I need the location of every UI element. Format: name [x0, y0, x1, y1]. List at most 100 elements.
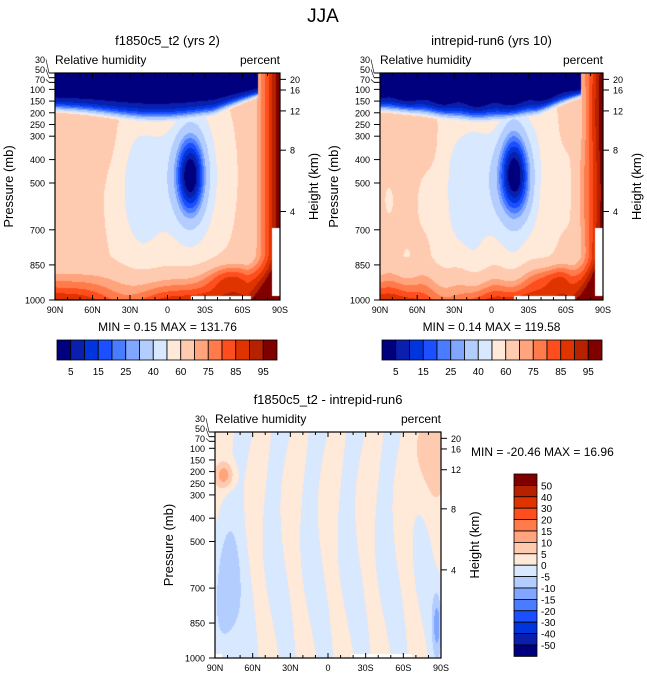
y-tick-leader: [45, 79, 50, 83]
colorbar-box: [513, 587, 538, 600]
colorbar-box: [207, 339, 223, 361]
colorbar-box: [381, 339, 397, 361]
x-tick-label: 90S: [595, 305, 611, 315]
units-label: percent: [240, 53, 281, 67]
y-tick-label: 200: [190, 467, 205, 477]
x-tick-label: 30N: [122, 305, 139, 315]
min-max-stats: MIN = 0.15 MAX = 131.76: [98, 320, 237, 334]
colorbar-label: 60: [175, 367, 187, 378]
x-tick-label: 60S: [558, 305, 574, 315]
y-tick-leader: [370, 79, 375, 83]
x-tick-label: 0: [165, 305, 170, 315]
colorbar-box: [152, 339, 168, 361]
colorbar-label: 10: [541, 538, 553, 549]
y-tick-label: 100: [355, 85, 370, 95]
colorbar-label: 5: [541, 550, 547, 561]
colorbar-label: 50: [541, 481, 553, 492]
colorbar-box: [574, 339, 589, 361]
y2-tick-label: 12: [451, 465, 461, 475]
y-tick-label: 70: [195, 434, 205, 444]
x-tick-label: 60S: [234, 305, 250, 315]
colorbar-box: [513, 507, 538, 521]
y-tick-label: 850: [30, 260, 45, 270]
colorbar-label: -5: [541, 573, 550, 584]
colorbar-box: [84, 339, 99, 361]
y2-tick-label: 12: [613, 106, 623, 116]
y-axis-label: Pressure (mb): [161, 504, 176, 586]
colorbar-box: [70, 339, 85, 361]
colorbar-box: [505, 339, 520, 361]
colorbar-box: [513, 621, 538, 635]
plot-frame: [214, 431, 442, 659]
y-tick-label: 200: [355, 108, 370, 118]
y2-tick-label: 16: [613, 86, 623, 96]
panel-2-contour-field: [380, 73, 603, 300]
y-tick-label: 250: [355, 120, 370, 130]
colorbar-box: [513, 599, 538, 612]
x-tick-label: 90N: [47, 305, 64, 315]
y-tick-leader: [45, 59, 50, 74]
x-tick-label: 90N: [372, 305, 389, 315]
colorbar-label: -15: [541, 595, 556, 606]
y-tick-label: 50: [195, 424, 205, 434]
colorbar-box: [422, 339, 438, 361]
colorbar-box: [513, 473, 538, 486]
variable-label: Relative humidity: [55, 53, 146, 67]
y2-tick-label: 20: [613, 75, 623, 85]
y-axis-label: Pressure (mb): [326, 145, 341, 227]
colorbar-box: [513, 542, 538, 555]
y-tick-label: 400: [30, 155, 45, 165]
colorbar-label: 25: [445, 367, 457, 378]
x-tick-label: 60N: [244, 663, 261, 673]
x-tick-label: 0: [489, 305, 494, 315]
x-tick-label: 30N: [282, 663, 299, 673]
x-tick-label: 30S: [197, 305, 213, 315]
colorbar-label: 95: [258, 367, 270, 378]
colorbar-box: [97, 339, 113, 361]
colorbar-box: [409, 339, 424, 361]
units-label: percent: [401, 412, 442, 426]
colorbar-box: [139, 339, 154, 361]
x-tick-label: 60N: [409, 305, 426, 315]
colorbar-box: [513, 576, 538, 589]
y-tick-label: 200: [30, 108, 45, 118]
y2-tick-label: 4: [290, 207, 295, 217]
y2-axis-label: Height (km): [629, 153, 644, 220]
y2-tick-label: 16: [451, 444, 461, 454]
y-tick-label: 300: [355, 132, 370, 142]
y-tick-label: 30: [35, 55, 45, 65]
panel-title: f1850c5_t2 - intrepid-run6: [254, 392, 403, 407]
colorbar-box: [464, 339, 479, 361]
y-tick-label: 500: [355, 178, 370, 188]
plot-frame: [54, 72, 281, 301]
y-tick-label: 250: [30, 120, 45, 130]
y-tick-label: 400: [355, 155, 370, 165]
y2-axis-label: Height (km): [467, 511, 482, 578]
colorbar-box: [513, 530, 538, 543]
colorbar-box: [513, 519, 538, 532]
y2-tick-label: 4: [613, 207, 618, 217]
y-tick-leader: [205, 428, 210, 437]
panel-title: intrepid-run6 (yrs 10): [431, 33, 552, 48]
colorbar-box: [513, 610, 538, 623]
colorbar-box: [513, 644, 538, 657]
y-tick-label: 500: [30, 178, 45, 188]
colorbar-label: 5: [68, 367, 74, 378]
colorbar-box: [519, 339, 534, 361]
y-tick-label: 100: [190, 444, 205, 454]
y-tick-label: 30: [360, 55, 370, 65]
y-tick-label: 700: [355, 225, 370, 235]
y2-tick-label: 16: [290, 86, 300, 96]
colorbar-box: [56, 339, 72, 361]
y-tick-label: 70: [35, 75, 45, 85]
panel-title: f1850c5_t2 (yrs 2): [115, 33, 220, 48]
y2-tick-label: 12: [290, 106, 300, 116]
colorbar-box: [194, 339, 209, 361]
x-tick-label: 30N: [446, 305, 463, 315]
colorbar-label: 5: [393, 367, 399, 378]
colorbar-label: -50: [541, 641, 556, 652]
y-axis-label: Pressure (mb): [1, 145, 16, 227]
x-tick-label: 30S: [521, 305, 537, 315]
y-tick-leader: [45, 69, 50, 78]
colorbar-box: [221, 339, 237, 361]
